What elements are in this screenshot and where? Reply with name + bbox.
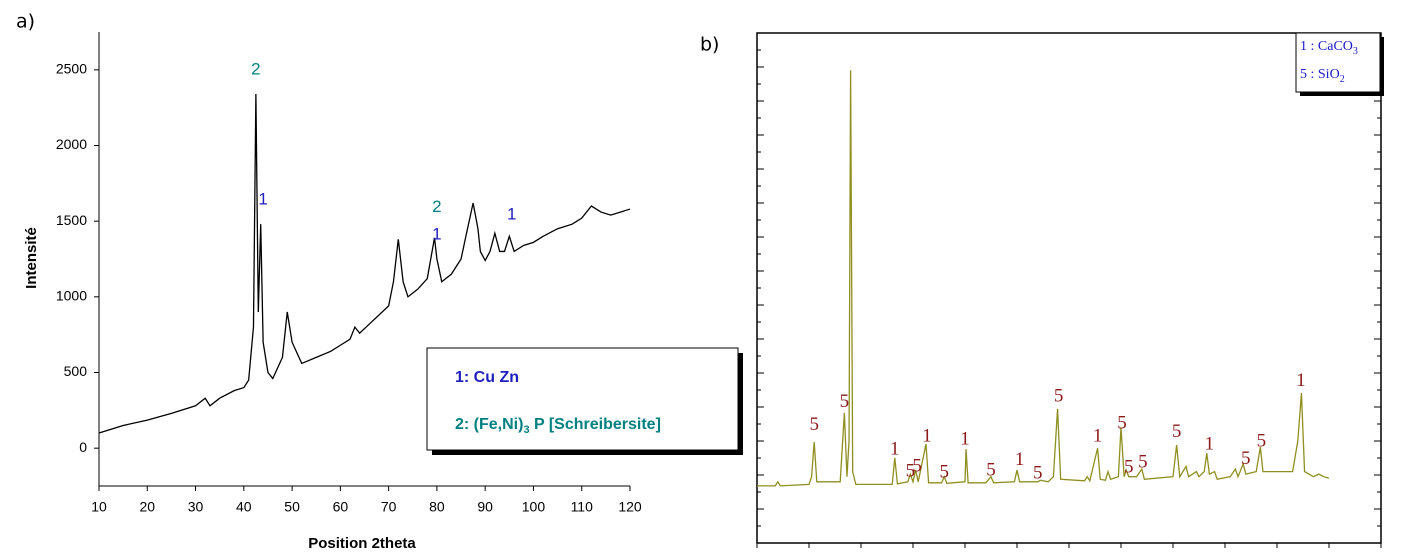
x-tick-label: 30: [188, 499, 204, 515]
peak-annotation: 1: [258, 189, 267, 208]
x-axis-label: Position 2theta: [308, 535, 416, 552]
panel-label: a): [16, 11, 35, 33]
legend-text: 5 : SiO: [1300, 67, 1340, 82]
x-tick-label: 40: [236, 499, 252, 515]
legend-box: [1295, 32, 1381, 93]
legend-entry: 1: Cu Zn: [455, 369, 519, 386]
y-tick-label: 2500: [56, 61, 87, 77]
panel-label: b): [700, 34, 719, 56]
x-tick-label: 90: [477, 499, 493, 515]
x-tick-label: 100: [522, 499, 546, 515]
peak-annotation: 5: [939, 461, 949, 482]
x-tick-label: 120: [618, 499, 642, 515]
legend-text: 1 : CaCO: [1300, 39, 1353, 54]
x-tick-label: 20: [139, 499, 155, 515]
y-tick-label: 1000: [56, 288, 87, 304]
y-axis-label: Intensité: [23, 227, 40, 289]
peak-annotation: 5: [986, 459, 996, 480]
peak-annotation: 5: [1124, 456, 1134, 477]
y-tick-label: 1500: [56, 212, 87, 228]
x-tick-label: 50: [284, 499, 300, 515]
peak-annotation: 5: [1054, 385, 1064, 406]
x-tick-label: 80: [429, 499, 445, 515]
peak-annotation: 5: [1117, 413, 1127, 434]
peak-annotation: 5: [912, 455, 922, 476]
y-tick-label: 500: [64, 363, 88, 379]
peak-annotation: 1: [1015, 449, 1025, 470]
legend-text: 2: (Fe,Ni): [455, 416, 523, 433]
legend-text: 1: Cu Zn: [455, 369, 519, 386]
spectrum-line: [98, 94, 631, 434]
peak-annotation: 5: [1172, 421, 1182, 442]
x-tick-label: 70: [381, 499, 397, 515]
peak-annotation: 1: [1205, 433, 1215, 454]
y-tick-label: 0: [79, 439, 87, 455]
legend-subscript: 2: [1340, 74, 1345, 85]
x-tick-label: 60: [333, 499, 349, 515]
peak-annotation: 1: [890, 439, 900, 460]
peak-annotation: 1: [432, 224, 441, 243]
peak-annotation: 2: [251, 59, 260, 78]
legend-entry: 5 : SiO2: [1300, 67, 1345, 85]
legend-entry: 2: (Fe,Ni)3 P [Schreibersite]: [455, 416, 661, 436]
peak-annotation: 5: [1257, 430, 1267, 451]
legend-box: [426, 347, 739, 451]
y-tick-label: 2000: [56, 136, 87, 152]
peak-annotation: 5: [809, 414, 819, 435]
peak-annotation: 5: [840, 391, 850, 412]
peak-annotation: 1: [1093, 425, 1103, 446]
peak-annotation: 1: [1296, 370, 1306, 391]
peak-annotation: 5: [906, 460, 916, 481]
peak-annotation: 2: [432, 197, 441, 216]
peak-annotation: 1: [922, 425, 932, 446]
peak-annotation: 5: [1138, 451, 1148, 472]
legend-subscript: 3: [523, 424, 529, 436]
legend-subscript: 3: [1353, 46, 1358, 57]
x-tick-label: 10: [91, 499, 107, 515]
peak-annotation: 5: [1241, 448, 1251, 469]
legend-text: P [Schreibersite]: [530, 416, 661, 433]
peak-annotation: 1: [960, 428, 970, 449]
x-tick-label: 110: [571, 499, 594, 515]
spectrum-line: [757, 70, 1330, 487]
peak-annotation: 5: [1033, 463, 1043, 484]
legend-entry: 1 : CaCO3: [1300, 39, 1358, 57]
peak-annotation: 1: [507, 205, 516, 224]
